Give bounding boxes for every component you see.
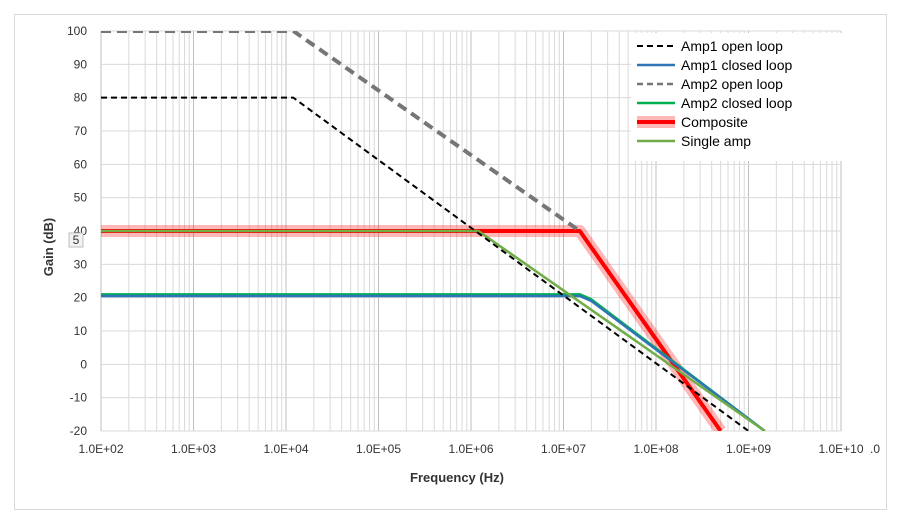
x-tick-label: 1.0E+03	[171, 442, 216, 456]
x-tick-label: 1.0E+04	[263, 442, 308, 456]
legend-amp1-closed-loop-label: Amp1 closed loop	[681, 57, 793, 73]
series-layer	[101, 31, 766, 431]
tick-labels: 1.0E+02 1.0E+03 1.0E+04 1.0E+05 1.0E+06 1.0E+…	[67, 24, 880, 456]
x-tick-label-overflow: .0	[870, 442, 880, 456]
y-tick-label: 70	[74, 124, 88, 138]
y-tick-label: -10	[70, 391, 88, 405]
chart-svg: 1.0E+02 1.0E+03 1.0E+04 1.0E+05 1.0E+06 1.0E+…	[41, 24, 880, 485]
series-amp1-closed-loop-line	[101, 294, 766, 431]
legend-background	[631, 33, 849, 161]
y-tick-label: 100	[67, 24, 87, 38]
y-tick-overlay-label: 5	[73, 233, 80, 247]
y-tick-label: 20	[74, 291, 88, 305]
series-single-amp-line	[101, 229, 766, 431]
legend-single-amp-label: Single amp	[681, 133, 751, 149]
x-tick-label: 1.0E+09	[726, 442, 771, 456]
x-tick-label: 1.0E+08	[633, 442, 678, 456]
y-tick-overlay-box	[68, 232, 84, 248]
x-tick-label: 1.0E+05	[356, 442, 401, 456]
y-tick-label: 10	[74, 324, 88, 338]
legend: Amp1 open loop Amp1 closed loop Amp2 open …	[631, 33, 849, 161]
y-tick-label: 30	[74, 257, 88, 271]
y-tick-label: 80	[74, 91, 88, 105]
y-tick-label: -20	[70, 424, 88, 438]
x-tick-label: 1.0E+07	[541, 442, 586, 456]
x-tick-label: 1.0E+02	[78, 442, 123, 456]
x-tick-label: 1.0E+10	[818, 442, 863, 456]
y-tick-label: 60	[74, 157, 88, 171]
x-tick-label: 1.0E+06	[448, 442, 493, 456]
y-tick-label: 0	[80, 357, 87, 371]
legend-amp1-open-loop-label: Amp1 open loop	[681, 38, 783, 54]
series-amp1-open-loop-line	[101, 96, 750, 431]
series-amp2-open-loop-line	[101, 31, 581, 233]
x-axis-title: Frequency (Hz)	[410, 470, 504, 485]
legend-composite-label: Composite	[681, 114, 748, 130]
legend-amp2-closed-loop-label: Amp2 closed loop	[681, 95, 793, 111]
chart-frame: 1.0E+02 1.0E+03 1.0E+04 1.0E+05 1.0E+06 1.0E+…	[14, 14, 887, 510]
y-tick-label: 90	[74, 57, 88, 71]
legend-amp2-open-loop-label: Amp2 open loop	[681, 76, 783, 92]
y-axis-title: Gain (dB)	[41, 218, 56, 277]
y-tick-label: 50	[74, 191, 88, 205]
